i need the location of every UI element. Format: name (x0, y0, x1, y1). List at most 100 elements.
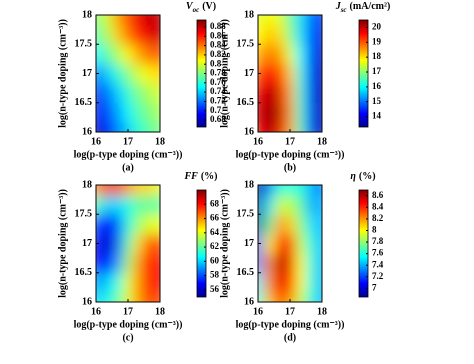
heat-cell (258, 194, 264, 215)
heat-cell (263, 102, 275, 123)
heat-cell (144, 122, 156, 132)
colorbar-symbol: FF (183, 171, 198, 182)
heat-cell (96, 185, 102, 196)
heat-cell (258, 83, 264, 104)
heat-cell (112, 185, 124, 196)
heat-cell (144, 15, 156, 26)
heat-cell (101, 214, 113, 235)
heat-cell (258, 272, 264, 293)
heat-cell (306, 122, 318, 132)
heat-cell (274, 15, 286, 26)
heat-cell (306, 63, 318, 84)
colorbar-unit: (mA/cm²) (350, 1, 391, 12)
heat-cell (284, 253, 296, 274)
heat-cell (96, 83, 102, 104)
heat-cell (122, 292, 134, 302)
heat-cell (316, 122, 322, 132)
heat-cell (122, 83, 134, 104)
heat-cell (154, 102, 160, 123)
heat-cell (122, 63, 134, 84)
colorbar-tick-label: 60 (210, 255, 220, 265)
x-tick-label: 17 (285, 136, 295, 147)
colorbar-tick-label: 0.76 (210, 77, 226, 87)
heat-cell (263, 292, 275, 302)
heat-cell (284, 15, 296, 26)
heat-cell (284, 63, 296, 84)
y-tick-label: 16 (82, 296, 92, 307)
heat-cell (284, 122, 296, 132)
heat-cell (133, 194, 145, 215)
heat-cell (96, 122, 102, 132)
heat-cell (154, 15, 160, 26)
heatmap-cells (96, 185, 160, 302)
heat-cell (144, 214, 156, 235)
heat-cell (263, 83, 275, 104)
heatmap (258, 15, 322, 132)
heat-cell (112, 24, 124, 45)
heat-cell (96, 44, 102, 65)
heat-cell (133, 122, 145, 132)
heat-cell (101, 292, 113, 302)
heat-cell (263, 214, 275, 235)
heat-cell (133, 292, 145, 302)
heat-cell (133, 24, 145, 45)
heatmap-cells (258, 15, 322, 132)
heat-cell (133, 15, 145, 26)
colorbar-tick-label: 0.8 (210, 58, 222, 68)
heat-cell (284, 83, 296, 104)
colorbar-symbol: V (186, 1, 194, 12)
heat-cell (101, 194, 113, 215)
x-tick-label: 18 (317, 136, 327, 147)
heat-cell (284, 102, 296, 123)
heat-cell (144, 253, 156, 274)
colorbar-tick-label: 7 (372, 282, 377, 292)
heat-cell (112, 272, 124, 293)
heat-cell (306, 44, 318, 65)
heat-cell (258, 214, 264, 235)
heat-cell (112, 83, 124, 104)
heat-cell (154, 63, 160, 84)
x-tick-label: 17 (285, 306, 295, 317)
heat-cell (274, 83, 286, 104)
y-axis-label: log(n-type doping (cm⁻³)) (57, 189, 68, 298)
colorbar-tick-label: 64 (210, 227, 220, 237)
heat-cell (258, 24, 264, 45)
heat-cell (112, 44, 124, 65)
heat-cell (133, 83, 145, 104)
heat-cell (295, 24, 307, 45)
heat-cell (133, 233, 145, 254)
heat-cell (133, 102, 145, 123)
heat-cell (112, 253, 124, 274)
heat-cell (258, 44, 264, 65)
y-tick-label: 16 (244, 296, 254, 307)
y-tick-label: 16 (244, 126, 254, 137)
caption: (b) (284, 162, 296, 173)
heat-cell (122, 185, 134, 196)
x-tick-label: 17 (123, 136, 133, 147)
heat-cell (144, 292, 156, 302)
colorbar-tick-label: 7.4 (372, 259, 384, 269)
heat-cell (284, 214, 296, 235)
heatmap (96, 185, 160, 302)
heat-cell (144, 272, 156, 293)
heat-cell (306, 292, 318, 302)
heat-cell (258, 185, 264, 196)
heat-cell (316, 102, 322, 123)
heat-cell (96, 214, 102, 235)
heat-cell (133, 185, 145, 196)
heat-cell (295, 83, 307, 104)
heat-cell (274, 122, 286, 132)
heat-cell (284, 292, 296, 302)
heat-cell (96, 272, 102, 293)
heat-cell (263, 185, 275, 196)
y-tick-label: 18 (82, 179, 92, 190)
y-tick-label: 16.5 (237, 97, 255, 108)
heat-cell (295, 63, 307, 84)
heat-cell (316, 214, 322, 235)
heat-cell (144, 63, 156, 84)
heat-cell (154, 185, 160, 196)
heat-cell (316, 83, 322, 104)
x-tick-label: 16 (253, 136, 263, 147)
heat-cell (274, 292, 286, 302)
colorbar-tick-label: 58 (210, 270, 220, 280)
